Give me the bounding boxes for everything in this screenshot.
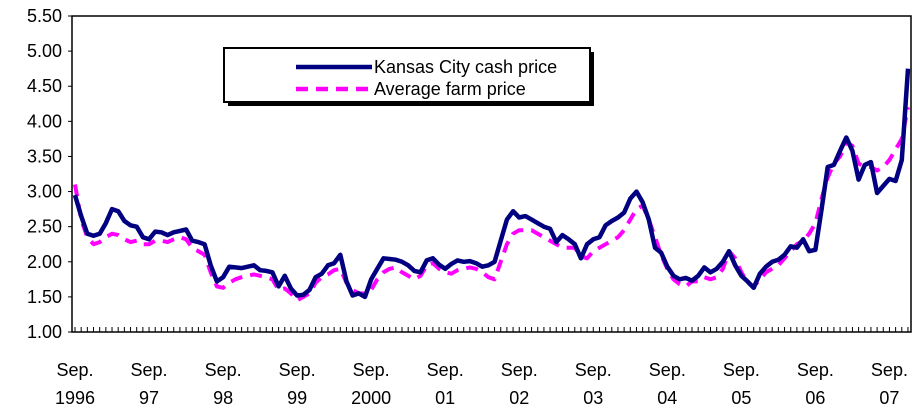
x-tick-label: Sep. 02	[501, 360, 538, 408]
y-tick-label: 1.50	[27, 287, 62, 307]
legend-box	[223, 47, 591, 103]
legend-label: Average farm price	[374, 79, 526, 99]
y-tick-label: 5.00	[27, 41, 62, 61]
x-tick-label: Sep. 06	[797, 360, 834, 408]
x-tick-label: Sep. 2000	[351, 360, 391, 408]
x-tick-label: Sep. 98	[205, 360, 242, 408]
x-tick-label: Sep. 01	[427, 360, 464, 408]
x-tick-label: Sep. 97	[131, 360, 168, 408]
x-tick-label: Sep. 03	[575, 360, 612, 408]
legend-label: Kansas City cash price	[374, 57, 557, 77]
x-tick-label: Sep. 1996	[55, 360, 95, 408]
y-tick-label: 2.00	[27, 252, 62, 272]
y-tick-label: 5.50	[27, 6, 62, 26]
x-tick-label: Sep. 05	[723, 360, 760, 408]
x-tick-label: Sep. 04	[649, 360, 686, 408]
y-tick-label: 3.50	[27, 146, 62, 166]
y-tick-label: 1.00	[27, 322, 62, 342]
y-tick-label: 4.50	[27, 76, 62, 96]
x-tick-label: Sep. 07	[871, 360, 908, 408]
y-tick-label: 4.00	[27, 111, 62, 131]
series-line	[73, 106, 910, 303]
series-line	[72, 68, 911, 300]
plot-frame	[71, 15, 912, 333]
x-tick-label: Sep. 99	[279, 360, 316, 408]
y-tick-label: 3.00	[27, 182, 62, 202]
y-tick-label: 2.50	[27, 217, 62, 237]
